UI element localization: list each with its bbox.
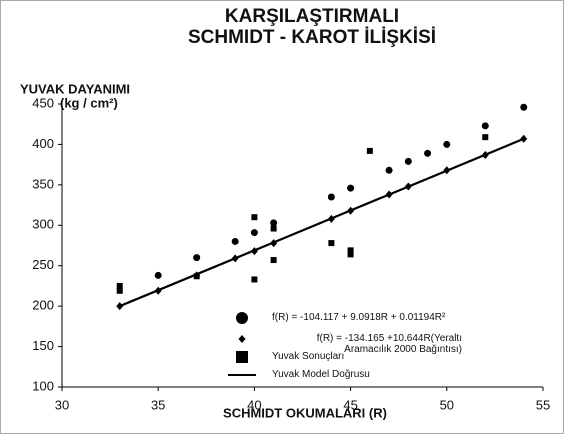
chart-title: KARŞILAŞTIRMALI <box>225 6 399 27</box>
x-tick-label: 45 <box>343 397 357 412</box>
y-tick-label: 300 <box>32 217 54 232</box>
point <box>366 147 373 154</box>
x-tick-label: 40 <box>247 397 261 412</box>
point <box>251 214 258 221</box>
x-tick-label: 30 <box>55 397 69 412</box>
point <box>193 273 200 280</box>
x-tick-label: 55 <box>536 397 550 412</box>
point <box>424 149 432 157</box>
point <box>520 103 528 111</box>
y-tick-label: 100 <box>32 378 54 393</box>
legend-label: f(R) = -104.117 + 9.0918R + 0.01194R² <box>272 312 446 323</box>
legend-label: f(R) = -134.165 +10.644R(Yeraltı Aramacı… <box>316 333 462 355</box>
x-tick-label: 35 <box>151 397 165 412</box>
legend-swatch <box>238 335 246 343</box>
point <box>270 219 278 227</box>
point <box>251 276 258 283</box>
y-tick-label: 150 <box>32 338 54 353</box>
y-tick-label: 400 <box>32 136 54 151</box>
x-axis-label: SCHMIDT OKUMALARI (R) <box>223 405 387 420</box>
point <box>116 282 123 289</box>
point <box>385 166 393 174</box>
y-tick-label: 200 <box>32 298 54 313</box>
point <box>327 193 335 201</box>
chart-subtitle: SCHMIDT - KAROT İLİŞKİSİ <box>188 27 436 48</box>
point <box>404 157 412 165</box>
legend-label: Yuvak Model Doğrusu <box>272 369 370 380</box>
x-tick-label: 50 <box>440 397 454 412</box>
point <box>481 122 489 130</box>
point <box>231 237 239 245</box>
legend-swatch <box>236 351 248 363</box>
y-axis-unit: (kg / cm²) <box>60 95 118 110</box>
point <box>347 247 354 254</box>
point <box>347 184 355 192</box>
y-tick-label: 450 <box>32 95 54 110</box>
point <box>482 134 489 141</box>
point <box>443 140 451 148</box>
point <box>270 225 277 232</box>
point <box>116 287 123 294</box>
y-tick-label: 350 <box>32 176 54 191</box>
point <box>328 240 335 247</box>
point <box>154 271 162 279</box>
model-line <box>119 137 525 308</box>
legend-label: Yuvak Sonuçları <box>272 351 345 362</box>
point <box>270 257 277 264</box>
legend-swatch <box>236 312 248 324</box>
point <box>347 251 354 258</box>
point <box>193 254 201 262</box>
y-axis-label: YUVAK DAYANIMI <box>20 81 130 96</box>
point <box>250 229 258 237</box>
y-tick-label: 250 <box>32 257 54 272</box>
